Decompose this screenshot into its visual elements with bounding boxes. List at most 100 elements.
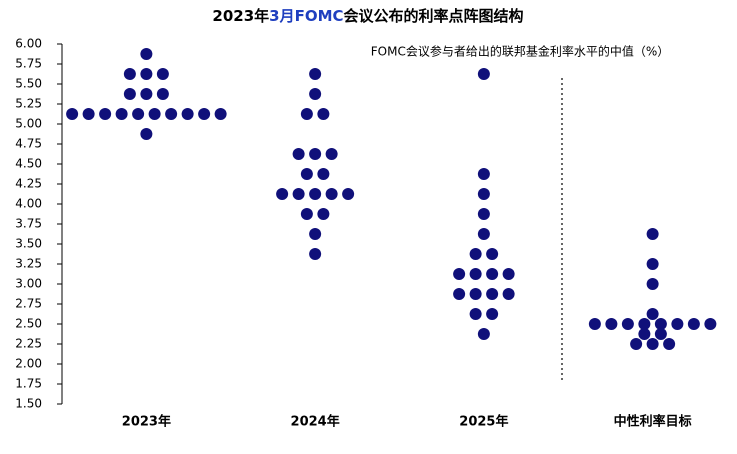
dot	[646, 278, 659, 290]
dot	[453, 268, 466, 280]
dot	[588, 318, 601, 330]
dot	[605, 318, 618, 330]
dot	[309, 148, 322, 160]
dot	[309, 88, 322, 100]
dot	[99, 108, 112, 120]
dot	[342, 188, 355, 200]
dot	[325, 188, 338, 200]
dot	[148, 108, 161, 120]
x-tick-label: 2024年	[291, 414, 340, 430]
y-tick-label: 5.75	[15, 57, 42, 71]
y-tick-label: 3.75	[15, 217, 42, 231]
dot	[638, 318, 651, 330]
dot	[132, 108, 145, 120]
chart-title: 2023年3月FOMC会议公布的利率点阵图结构	[212, 7, 523, 25]
dot	[704, 318, 717, 330]
dot	[317, 208, 330, 220]
dot	[66, 108, 79, 120]
y-tick-label: 1.50	[15, 397, 42, 411]
dot	[469, 248, 482, 260]
dot	[300, 108, 313, 120]
dot	[317, 108, 330, 120]
dot	[140, 48, 153, 60]
y-tick-label: 1.75	[15, 377, 42, 391]
dot	[300, 208, 313, 220]
dot	[477, 188, 490, 200]
dot	[309, 68, 322, 80]
dot	[469, 308, 482, 320]
dot	[477, 328, 490, 340]
dot	[292, 188, 305, 200]
x-tick-label: 中性利率目标	[614, 414, 692, 430]
dot	[181, 108, 194, 120]
dot	[214, 108, 227, 120]
dot	[486, 308, 499, 320]
y-tick-label: 3.25	[15, 257, 42, 271]
dot	[477, 208, 490, 220]
dot	[300, 168, 313, 180]
dot	[621, 318, 634, 330]
dot	[646, 228, 659, 240]
dot	[198, 108, 211, 120]
dot	[140, 68, 153, 80]
dot	[671, 318, 684, 330]
y-tick-label: 2.25	[15, 337, 42, 351]
y-tick-label: 5.00	[15, 117, 42, 131]
y-tick-label: 3.50	[15, 237, 42, 251]
y-tick-label: 4.75	[15, 137, 42, 151]
dot	[123, 68, 136, 80]
dot	[292, 148, 305, 160]
dot	[123, 88, 136, 100]
dot	[646, 258, 659, 270]
dot	[477, 168, 490, 180]
dot	[325, 148, 338, 160]
dot	[646, 308, 659, 320]
dot	[156, 88, 169, 100]
y-tick-label: 3.00	[15, 277, 42, 291]
y-tick-label: 5.50	[15, 77, 42, 91]
dot	[477, 68, 490, 80]
title-part: 会议公布的利率点阵图结构	[344, 7, 524, 25]
y-tick-label: 2.00	[15, 357, 42, 371]
dot	[317, 168, 330, 180]
dot	[469, 268, 482, 280]
y-tick-label: 4.25	[15, 177, 42, 191]
y-tick-label: 6.00	[15, 37, 42, 51]
y-tick-label: 4.00	[15, 197, 42, 211]
dot	[115, 108, 128, 120]
dot	[646, 338, 659, 350]
y-tick-label: 5.25	[15, 97, 42, 111]
dot	[486, 288, 499, 300]
dot	[309, 228, 322, 240]
dot	[477, 228, 490, 240]
x-tick-label: 2025年	[459, 414, 508, 430]
x-tick-label: 2023年	[122, 414, 171, 430]
y-tick-label: 4.50	[15, 157, 42, 171]
dot	[276, 188, 289, 200]
dot	[654, 318, 667, 330]
dot	[486, 248, 499, 260]
dot	[663, 338, 676, 350]
dot	[654, 328, 667, 340]
dot	[630, 338, 643, 350]
dot	[638, 328, 651, 340]
dot	[156, 68, 169, 80]
subtitle: FOMC会议参与者给出的联邦基金利率水平的中值（%）	[371, 44, 669, 59]
dot	[502, 268, 515, 280]
dot	[309, 188, 322, 200]
y-tick-label: 2.75	[15, 297, 42, 311]
y-tick-label: 2.50	[15, 317, 42, 331]
dot	[486, 268, 499, 280]
dot	[309, 248, 322, 260]
dot	[469, 288, 482, 300]
dot	[140, 128, 153, 140]
dot	[165, 108, 178, 120]
dot	[140, 88, 153, 100]
dot	[687, 318, 700, 330]
title-part: 2023年	[212, 7, 269, 25]
dot	[453, 288, 466, 300]
dot	[82, 108, 95, 120]
dot	[502, 288, 515, 300]
title-part: 3月FOMC	[269, 7, 343, 25]
